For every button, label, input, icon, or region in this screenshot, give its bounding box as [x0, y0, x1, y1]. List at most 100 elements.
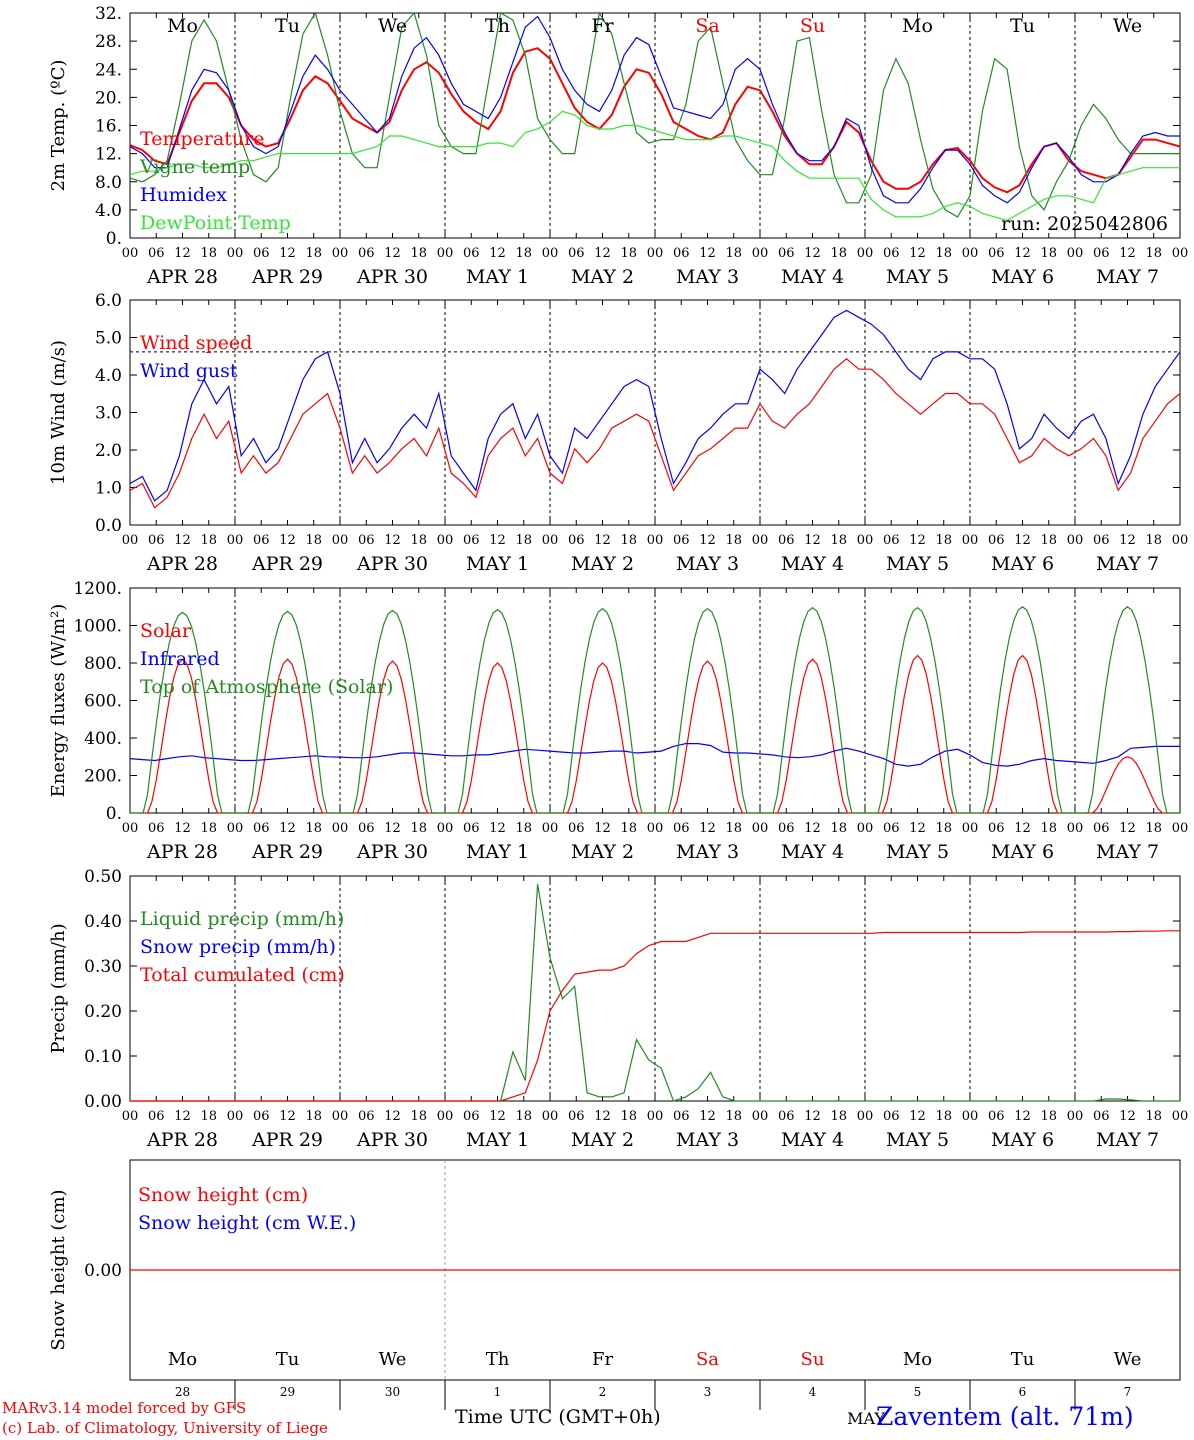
- y-tick-label: 0.40: [84, 912, 122, 932]
- hour-label: 06: [463, 821, 480, 836]
- y-tick-label: 6.0: [95, 291, 122, 311]
- hour-label: 06: [883, 533, 900, 548]
- y-tick-label: 4.0: [95, 201, 122, 221]
- date-label: MAY 6: [991, 841, 1054, 863]
- hour-label: 12: [174, 246, 191, 261]
- hour-label: 06: [253, 533, 270, 548]
- date-label: APR 29: [251, 841, 323, 863]
- hour-label: 12: [489, 246, 506, 261]
- date-label: MAY 3: [676, 841, 739, 863]
- y-tick-label: 0.10: [84, 1047, 122, 1067]
- hour-label: 18: [1040, 1109, 1057, 1124]
- hour-label: 18: [725, 821, 742, 836]
- y-axis-label: 2m Temp. (ºC): [48, 60, 69, 192]
- hour-label: 06: [358, 821, 375, 836]
- legend-entry: Snow height (cm): [138, 1184, 308, 1206]
- hour-label: 12: [384, 821, 401, 836]
- hour-label: 00: [1172, 533, 1189, 548]
- weekday-label: Su: [801, 1349, 825, 1370]
- hour-label: 18: [1145, 533, 1162, 548]
- hour-label: 18: [1145, 246, 1162, 261]
- hour-label: 00: [542, 821, 559, 836]
- hour-label: 06: [778, 821, 795, 836]
- date-label: APR 29: [251, 266, 323, 288]
- hour-label: 18: [305, 821, 322, 836]
- hour-label: 06: [568, 1109, 585, 1124]
- date-label: MAY 5: [886, 841, 949, 863]
- hour-label: 18: [410, 533, 427, 548]
- date-label: APR 28: [146, 266, 218, 288]
- legend-entry: Humidex: [140, 184, 227, 206]
- hour-label: 06: [358, 246, 375, 261]
- hour-label: 00: [437, 533, 454, 548]
- hour-label: 12: [279, 1109, 296, 1124]
- hour-label: 00: [227, 1109, 244, 1124]
- date-label: MAY 4: [781, 841, 844, 863]
- weekday-label: Mo: [902, 15, 933, 37]
- hour-label: 18: [515, 1109, 532, 1124]
- hour-label: 12: [1014, 533, 1031, 548]
- hour-label: 06: [673, 246, 690, 261]
- hour-label: 12: [174, 533, 191, 548]
- date-label: MAY 2: [571, 841, 634, 863]
- date-label: APR 29: [251, 553, 323, 575]
- hour-label: 06: [988, 533, 1005, 548]
- hour-label: 12: [699, 821, 716, 836]
- hour-label: 00: [1172, 246, 1189, 261]
- hour-label: 12: [384, 1109, 401, 1124]
- date-label: APR 28: [146, 1129, 218, 1151]
- y-tick-label: 12.: [95, 145, 122, 165]
- hour-label: 06: [148, 1109, 165, 1124]
- hour-label: 12: [174, 821, 191, 836]
- hour-label: 00: [647, 533, 664, 548]
- weekday-label: Fr: [591, 15, 614, 37]
- hour-label: 00: [857, 1109, 874, 1124]
- hour-label: 06: [778, 1109, 795, 1124]
- y-tick-label: 0.00: [84, 1261, 122, 1281]
- series-line-1: [129, 47, 1181, 194]
- hour-label: 06: [568, 246, 585, 261]
- legend-entry: Snow height (cm W.E.): [138, 1212, 356, 1234]
- hour-label: 00: [122, 246, 139, 261]
- hour-label: 18: [410, 821, 427, 836]
- date-label: MAY 4: [781, 1129, 844, 1151]
- date-label: MAY 5: [886, 1129, 949, 1151]
- legend-entry: Liquid precip (mm/h): [140, 908, 344, 930]
- weekday-label: Sa: [695, 15, 719, 37]
- hour-label: 06: [358, 1109, 375, 1124]
- weekday-label: Fr: [592, 1349, 613, 1370]
- weekday-label: Mo: [903, 1349, 932, 1370]
- hour-label: 00: [962, 246, 979, 261]
- hour-label: 18: [725, 533, 742, 548]
- date-label: APR 28: [146, 841, 218, 863]
- date-label: MAY 5: [886, 553, 949, 575]
- hour-label: 18: [830, 821, 847, 836]
- y-tick-label: 400.: [84, 729, 122, 749]
- date-label: MAY 1: [466, 1129, 529, 1151]
- hour-label: 18: [1040, 246, 1057, 261]
- day-number-label: 1: [494, 1385, 502, 1399]
- hour-label: 12: [594, 1109, 611, 1124]
- series-line-2: [129, 11, 1180, 218]
- station-name: Zaventem (alt. 71m): [876, 1402, 1134, 1431]
- weekday-label: Th: [485, 15, 510, 37]
- hour-label: 06: [463, 533, 480, 548]
- hour-label: 12: [1014, 821, 1031, 836]
- hour-label: 12: [804, 821, 821, 836]
- date-label: MAY 3: [676, 1129, 739, 1151]
- date-label: MAY 4: [781, 553, 844, 575]
- hour-label: 18: [515, 821, 532, 836]
- hour-label: 06: [568, 533, 585, 548]
- hour-label: 12: [594, 533, 611, 548]
- hour-label: 12: [699, 1109, 716, 1124]
- weekday-label: We: [1113, 15, 1142, 37]
- hour-label: 18: [305, 1109, 322, 1124]
- hour-label: 06: [778, 533, 795, 548]
- series-line-3: [130, 930, 1180, 1102]
- hour-label: 00: [332, 1109, 349, 1124]
- plot-frame: [129, 587, 1181, 814]
- date-label: MAY 6: [991, 553, 1054, 575]
- weekday-label: Mo: [168, 1349, 197, 1370]
- x-axis-title: Time UTC (GMT+0h): [455, 1406, 661, 1428]
- hour-label: 18: [935, 533, 952, 548]
